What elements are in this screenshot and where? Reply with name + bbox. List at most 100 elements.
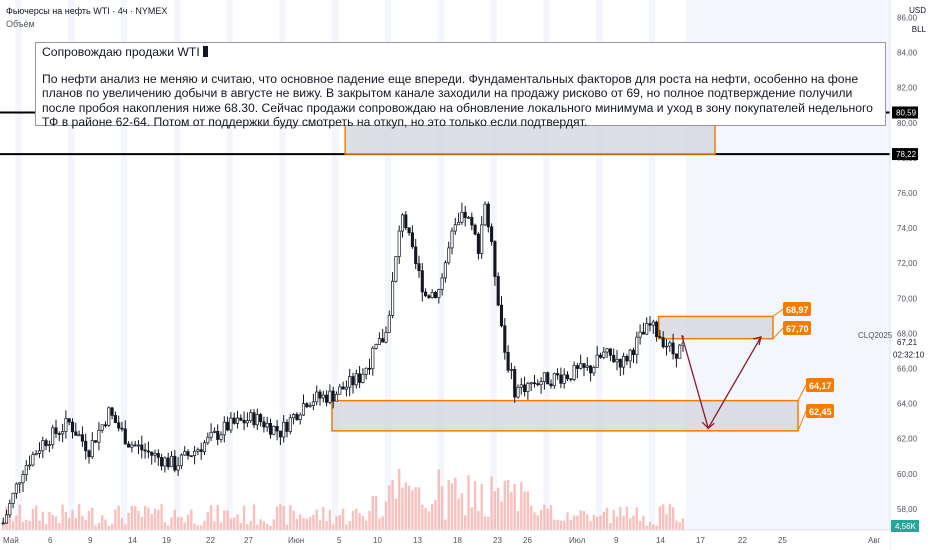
volume-bar — [678, 522, 681, 530]
candle-down — [536, 383, 540, 386]
candle-up — [440, 277, 444, 290]
candle-down — [285, 421, 289, 432]
arrow-head-down-icon — [701, 421, 715, 430]
y-tick-label: 70,00 — [897, 294, 918, 303]
candle-up — [430, 292, 434, 298]
candle-up — [542, 372, 546, 382]
candle-up — [447, 247, 451, 264]
candle-up — [361, 373, 365, 383]
candle-up — [562, 374, 566, 384]
weekend-band — [226, 0, 233, 530]
candle-down — [532, 382, 537, 385]
volume-bar — [510, 491, 513, 530]
volume-bar — [454, 477, 457, 530]
candles — [1, 201, 685, 525]
volume-bar — [668, 504, 671, 530]
currency-badge-usd[interactable]: USD — [909, 6, 926, 15]
text-cursor-icon — [202, 46, 208, 57]
candle-up — [628, 349, 632, 362]
candle-down — [351, 376, 355, 386]
volume-bar — [31, 508, 35, 530]
x-tick-label: Июл — [569, 536, 586, 545]
currency-badge-bll[interactable]: BLL — [911, 25, 926, 34]
zone-label-bg — [806, 378, 834, 392]
candle-up — [635, 336, 639, 356]
volume-bar — [424, 508, 427, 530]
volume-bar — [358, 513, 361, 530]
volume-bar — [464, 515, 467, 530]
volume-bar — [431, 503, 434, 530]
volume-bar — [642, 515, 645, 530]
candle-up — [229, 417, 233, 431]
volume-bar — [160, 504, 163, 530]
candle-up — [602, 351, 606, 358]
candle-up — [592, 367, 596, 374]
candle-up — [183, 451, 187, 456]
candle-up — [31, 454, 35, 466]
candle-down — [486, 203, 490, 228]
volume-bar — [648, 521, 652, 530]
volume-bar — [275, 506, 279, 530]
volume-bar — [44, 524, 48, 530]
candle-up — [34, 453, 38, 456]
candle-down — [575, 365, 579, 369]
volume-bar — [77, 504, 81, 530]
candle-down — [648, 323, 652, 326]
volume-bar — [345, 524, 348, 530]
volume-bar — [582, 511, 586, 530]
candle-up — [4, 514, 9, 524]
candle-up — [130, 444, 134, 448]
volume-bar — [193, 523, 196, 530]
volume-bar — [312, 514, 315, 530]
volume-bar — [226, 510, 229, 530]
x-tick-label: 19 — [162, 536, 171, 545]
volume-bar — [665, 514, 668, 530]
candle-up — [460, 211, 464, 223]
zone-label-bg — [783, 302, 811, 316]
volume-bar — [81, 515, 84, 530]
weekend-band — [120, 0, 128, 530]
candle-down — [490, 226, 494, 242]
weekend-band — [648, 0, 656, 530]
volume-bar — [612, 509, 615, 530]
candle-up — [605, 348, 609, 353]
candle-down — [275, 425, 279, 432]
sell-zone — [657, 315, 774, 340]
volume-bar — [341, 508, 345, 530]
volume-bar — [15, 515, 18, 530]
bar-countdown: 02:32:10 — [893, 351, 925, 360]
volume-bars — [2, 468, 685, 530]
candle-down — [232, 417, 236, 424]
candle-up — [47, 444, 51, 446]
candle-down — [80, 434, 84, 442]
candle-up — [483, 203, 487, 226]
volume-bar — [239, 522, 242, 530]
arrow-head-icon — [752, 336, 762, 346]
volume-bar — [381, 516, 384, 530]
volume-bar — [318, 520, 322, 530]
volume-bar — [163, 522, 167, 530]
candle-up — [480, 224, 484, 254]
volume-bar — [365, 520, 368, 530]
volume-bar — [272, 519, 275, 530]
volume-bar — [196, 525, 200, 530]
volume-bar — [559, 520, 563, 530]
volume-bar — [407, 485, 411, 530]
volume-bar — [500, 501, 503, 530]
candle-up — [397, 230, 401, 257]
volume-bar — [285, 524, 289, 530]
candle-up — [219, 434, 223, 440]
candle-down — [318, 391, 322, 399]
x-tick-label: 13 — [413, 536, 422, 545]
y-tick-label: 58,00 — [897, 505, 918, 514]
annotation-note[interactable]: Сопровождаю продажи WTI По нефти анализ … — [35, 42, 886, 129]
candle-down — [410, 232, 414, 248]
volume-bar — [249, 520, 252, 530]
x-tick-label: 26 — [523, 536, 532, 545]
candle-down — [331, 390, 335, 402]
zone-label: 67,70 — [786, 324, 809, 334]
candle-up — [315, 391, 319, 403]
candle-down — [407, 227, 411, 234]
candle-down — [67, 418, 71, 423]
candle-down — [199, 449, 203, 452]
